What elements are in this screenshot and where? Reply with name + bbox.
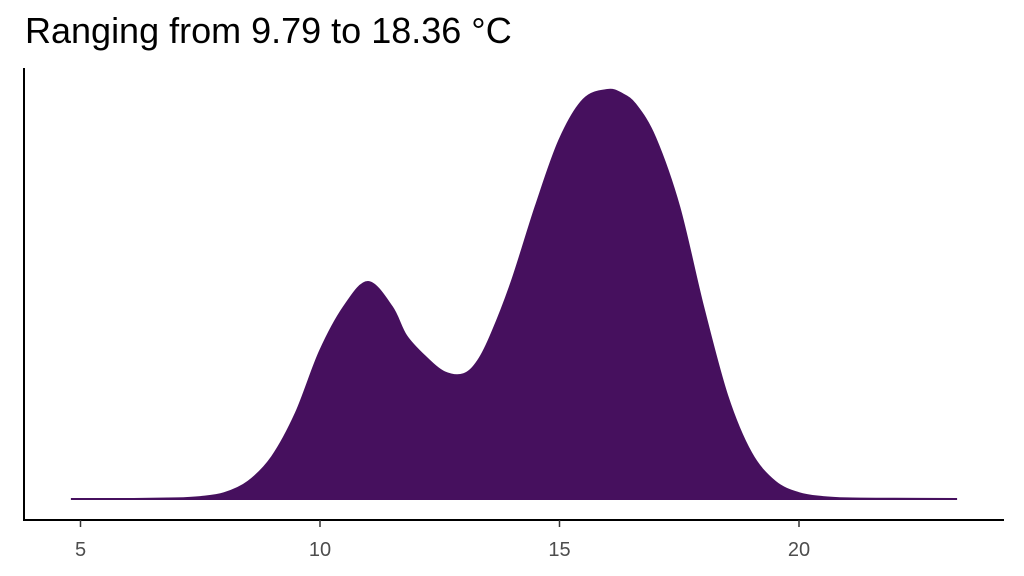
- chart-title: Ranging from 9.79 to 18.36 °C: [25, 10, 512, 51]
- x-tick-label: 20: [788, 539, 810, 561]
- x-tick-label: 15: [548, 539, 570, 561]
- density-area: [70, 88, 958, 500]
- x-tick-label: 5: [75, 539, 86, 561]
- x-axis-ticks: 5 10 15 20: [75, 520, 810, 561]
- x-tick-label: 10: [309, 539, 331, 561]
